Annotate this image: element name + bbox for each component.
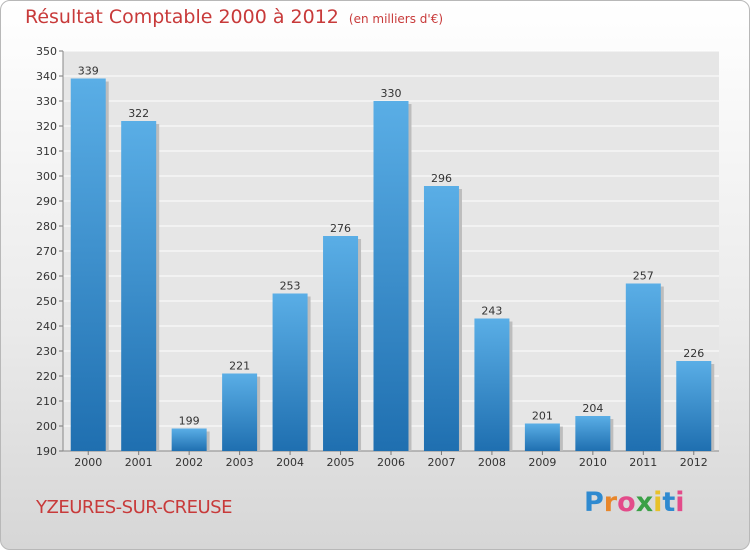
x-tick-label-2012: 2012 — [680, 456, 708, 469]
y-tick-label: 320 — [36, 120, 57, 133]
data-label-2005: 276 — [330, 222, 351, 235]
logo-letter: x — [635, 487, 654, 518]
y-tick-label: 270 — [36, 245, 57, 258]
x-tick-label-2001: 2001 — [125, 456, 153, 469]
bar-2011 — [625, 283, 661, 451]
bar-2007 — [423, 186, 459, 451]
y-tick-label: 260 — [36, 270, 57, 283]
data-label-2006: 330 — [381, 87, 402, 100]
bar-2005 — [323, 236, 359, 451]
bar-2006 — [373, 101, 409, 451]
x-tick-label-2010: 2010 — [579, 456, 607, 469]
data-label-2011: 257 — [633, 270, 654, 283]
y-tick-label: 230 — [36, 345, 57, 358]
bar-2012 — [676, 361, 712, 451]
bar-2009 — [524, 423, 560, 451]
logo-letter: i — [653, 487, 663, 518]
y-tick-label: 250 — [36, 295, 57, 308]
bar-2000 — [70, 78, 106, 451]
y-tick-label: 330 — [36, 95, 57, 108]
logo-letter: t — [662, 487, 676, 518]
data-label-2007: 296 — [431, 172, 452, 185]
data-label-2001: 322 — [128, 107, 149, 120]
x-tick-label-2007: 2007 — [427, 456, 455, 469]
place-name: YZEURES-SUR-CREUSE — [36, 497, 232, 518]
x-tick-label-2009: 2009 — [528, 456, 556, 469]
data-label-2002: 199 — [179, 415, 200, 428]
logo-letter: i — [675, 487, 685, 518]
x-tick-label-2000: 2000 — [74, 456, 102, 469]
bar-2004 — [272, 293, 308, 451]
data-label-2012: 226 — [683, 347, 704, 360]
y-tick-label: 240 — [36, 320, 57, 333]
y-tick-label: 300 — [36, 170, 57, 183]
y-tick-label: 290 — [36, 195, 57, 208]
x-tick-label-2002: 2002 — [175, 456, 203, 469]
bar-2001 — [121, 121, 157, 451]
x-tick-label-2011: 2011 — [629, 456, 657, 469]
bar-2010 — [575, 416, 611, 451]
y-tick-label: 190 — [36, 445, 57, 458]
data-label-2000: 339 — [78, 65, 99, 78]
data-label-2009: 201 — [532, 410, 553, 423]
data-label-2004: 253 — [280, 280, 301, 293]
chart-title: Résultat Comptable 2000 à 2012 (en millie… — [25, 6, 443, 28]
data-label-2008: 243 — [481, 305, 502, 318]
chart-subtitle: (en milliers d'€) — [348, 12, 444, 26]
x-tick-label-2005: 2005 — [327, 456, 355, 469]
logo-letter: r — [603, 487, 618, 518]
x-tick-label-2003: 2003 — [226, 456, 254, 469]
y-tick-label: 200 — [36, 420, 57, 433]
x-tick-label-2004: 2004 — [276, 456, 304, 469]
y-tick-label: 310 — [36, 145, 57, 158]
logo-letter: P — [584, 487, 604, 518]
bar-2002 — [171, 428, 207, 451]
chart-title-text: Résultat Comptable 2000 à 2012 — [25, 6, 339, 28]
bar-2003 — [222, 373, 258, 451]
x-tick-label-2006: 2006 — [377, 456, 405, 469]
logo-letter: o — [617, 487, 636, 518]
bar-2008 — [474, 318, 510, 451]
y-tick-label: 280 — [36, 220, 57, 233]
y-tick-label: 340 — [36, 70, 57, 83]
x-tick-label-2008: 2008 — [478, 456, 506, 469]
data-label-2003: 221 — [229, 360, 250, 373]
y-tick-label: 220 — [36, 370, 57, 383]
proxiti-logo: Proxiti — [584, 487, 685, 518]
y-tick-label: 350 — [36, 45, 57, 58]
y-tick-label: 210 — [36, 395, 57, 408]
data-label-2010: 204 — [582, 402, 603, 415]
